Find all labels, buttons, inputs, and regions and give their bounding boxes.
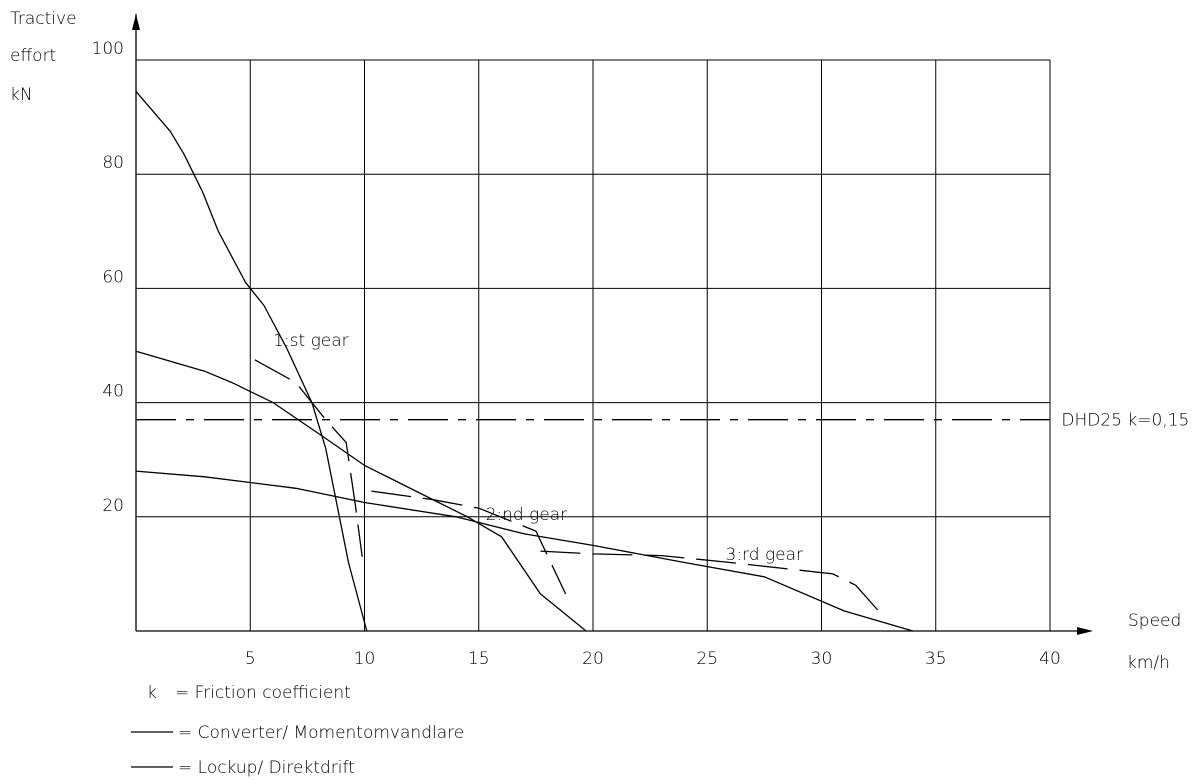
xlabel-line: km/h xyxy=(1127,653,1170,673)
legend-text: = Friction coefficient xyxy=(175,683,351,703)
y-axis-arrow-icon xyxy=(132,14,140,30)
series-line xyxy=(540,550,880,612)
annotations: 1:st gear 2:nd gear 3:rd gear DHD25 k=0,15 xyxy=(273,331,1189,565)
x-tick-label: 20 xyxy=(582,649,604,669)
x-tick-label: 10 xyxy=(354,649,376,669)
x-tick-label: 25 xyxy=(696,649,718,669)
x-tick-label: 15 xyxy=(468,649,490,669)
x-tick-label: 40 xyxy=(1039,649,1061,669)
tick-labels: 5 10 15 20 25 30 35 40 20 40 60 80 100 xyxy=(92,39,1061,669)
annotation-label: DHD25 k=0,15 xyxy=(1061,411,1189,431)
series-line xyxy=(135,350,587,632)
annotation-label: 3:rd gear xyxy=(726,545,804,565)
legend-text: = Converter/ Momentomvandlare xyxy=(178,723,464,743)
series-line xyxy=(254,359,363,557)
x-axis-arrow-icon xyxy=(1077,627,1093,635)
y-tick-label: 40 xyxy=(102,382,124,402)
annotation-label: 2:nd gear xyxy=(486,505,568,525)
y-tick-label: 100 xyxy=(92,39,124,59)
legend-text: = Lockup/ Direktdrift xyxy=(178,758,355,778)
x-tick-label: 5 xyxy=(245,649,256,669)
ylabel-line: Tractive xyxy=(10,9,77,29)
axes xyxy=(132,14,1093,635)
y-tick-label: 60 xyxy=(102,267,124,287)
xlabel-line: Speed xyxy=(1128,611,1181,631)
legend-symbol-k: k xyxy=(147,683,157,703)
x-axis-label: Speed km/h xyxy=(1127,611,1181,673)
grid xyxy=(136,59,1051,631)
y-axis-label: Tractive effort kN xyxy=(10,9,77,105)
ylabel-line: kN xyxy=(10,85,33,105)
series-line xyxy=(135,90,368,632)
annotation-label: 1:st gear xyxy=(273,331,349,351)
ylabel-line: effort xyxy=(10,46,56,66)
series-line xyxy=(135,470,914,632)
x-tick-label: 30 xyxy=(811,649,833,669)
legend: k = Friction coefficient = Converter/ Mo… xyxy=(131,683,464,778)
x-tick-label: 35 xyxy=(925,649,947,669)
series xyxy=(135,90,1050,632)
y-tick-label: 80 xyxy=(102,153,124,173)
y-tick-label: 20 xyxy=(102,496,124,516)
